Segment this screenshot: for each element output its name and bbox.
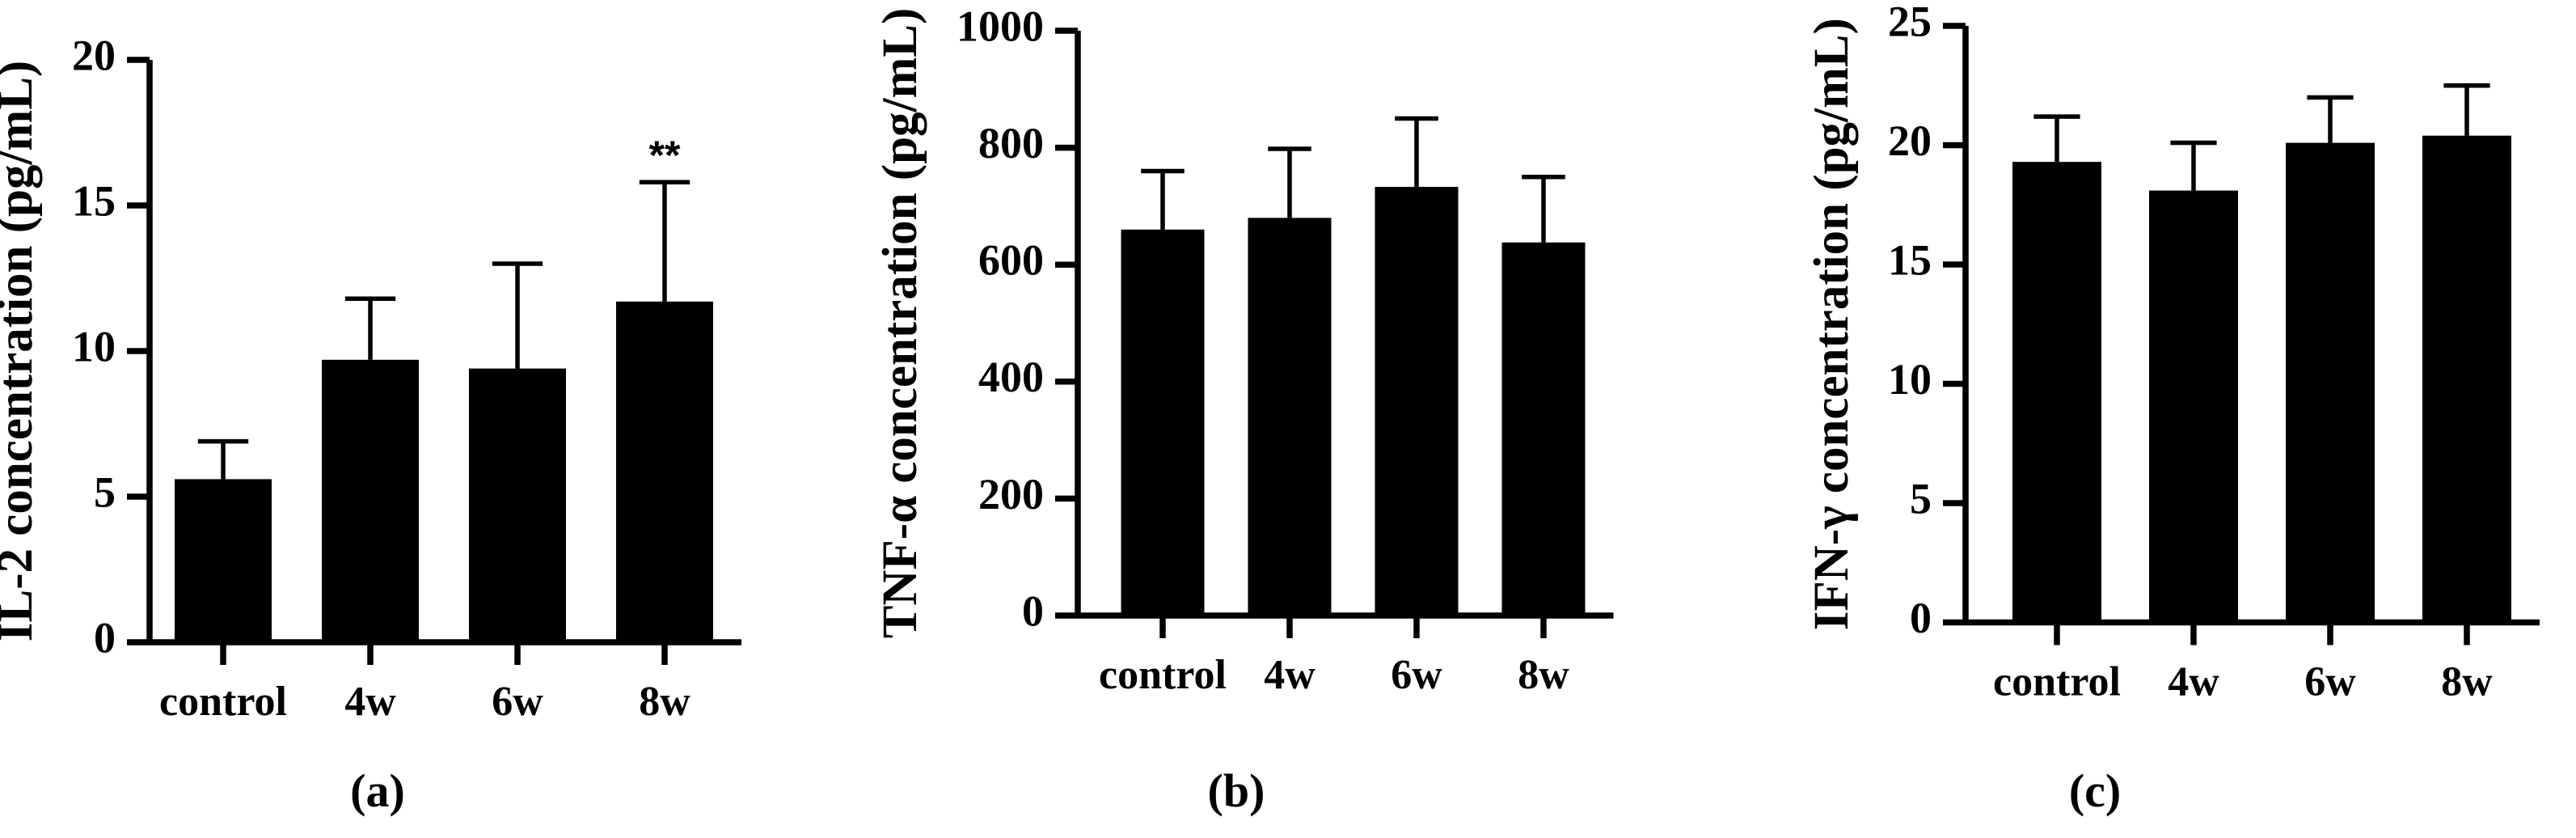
svg-text:10: 10 bbox=[1888, 355, 1932, 404]
svg-text:400: 400 bbox=[978, 353, 1044, 401]
svg-text:6w: 6w bbox=[1391, 652, 1442, 698]
svg-text:IFN-γ concentration (pg/mL): IFN-γ concentration (pg/mL) bbox=[1805, 18, 1859, 630]
svg-text:25: 25 bbox=[1888, 0, 1932, 45]
svg-text:control: control bbox=[1099, 652, 1227, 698]
svg-text:control: control bbox=[159, 679, 287, 725]
svg-text:4w: 4w bbox=[1264, 652, 1315, 698]
svg-text:5: 5 bbox=[1910, 474, 1932, 523]
svg-text:800: 800 bbox=[978, 119, 1044, 167]
svg-text:8w: 8w bbox=[1518, 652, 1569, 698]
svg-text:6w: 6w bbox=[2304, 659, 2356, 705]
svg-text:10: 10 bbox=[72, 322, 116, 370]
svg-text:20: 20 bbox=[72, 31, 116, 79]
svg-text:200: 200 bbox=[978, 470, 1044, 518]
svg-text:0: 0 bbox=[94, 613, 116, 662]
svg-text:IL-2 concentration (pg/mL): IL-2 concentration (pg/mL) bbox=[0, 61, 43, 641]
svg-text:20: 20 bbox=[1888, 116, 1932, 165]
svg-text:15: 15 bbox=[1888, 235, 1932, 284]
svg-text:4w: 4w bbox=[344, 679, 396, 725]
svg-text:**: ** bbox=[649, 133, 681, 178]
svg-text:5: 5 bbox=[94, 468, 116, 516]
svg-text:control: control bbox=[1993, 659, 2121, 705]
svg-text:6w: 6w bbox=[492, 679, 543, 725]
svg-text:4w: 4w bbox=[2168, 659, 2219, 705]
svg-text:600: 600 bbox=[978, 236, 1044, 285]
svg-text:8w: 8w bbox=[2441, 659, 2493, 705]
svg-text:TNF-α concentration (pg/mL): TNF-α concentration (pg/mL) bbox=[873, 8, 927, 639]
svg-text:1000: 1000 bbox=[956, 2, 1044, 50]
svg-text:0: 0 bbox=[1022, 586, 1044, 635]
svg-text:0: 0 bbox=[1910, 594, 1932, 642]
svg-text:8w: 8w bbox=[639, 679, 690, 725]
svg-text:15: 15 bbox=[72, 176, 116, 225]
